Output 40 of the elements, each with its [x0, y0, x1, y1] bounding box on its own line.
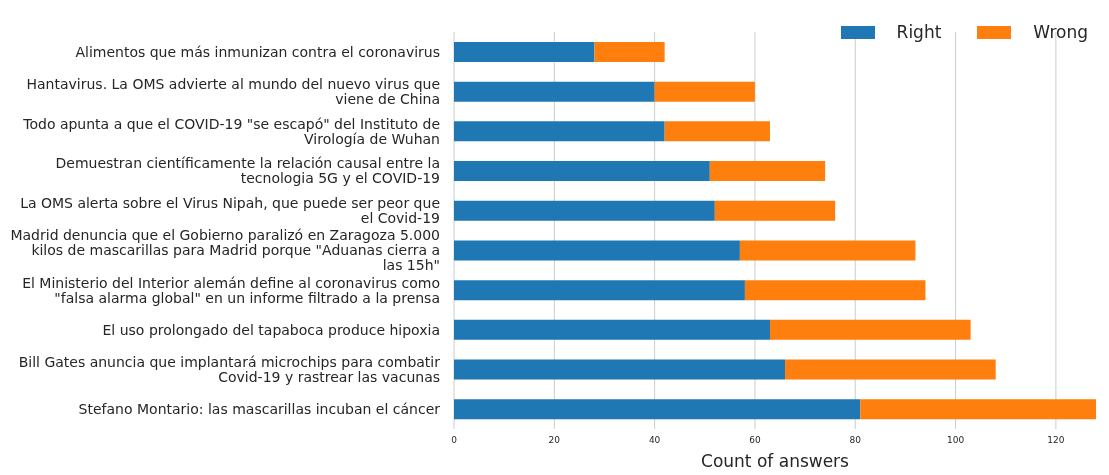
x-axis-title: Count of answers	[701, 451, 850, 471]
x-tick-label: 100	[946, 435, 965, 446]
y-tick-label: Stefano Montario: las mascarillas incuban el cáncer	[78, 401, 441, 418]
y-tick-label: El Ministerio del Interior alemán define al coronavirus como "falsa alarma global" en un informe filtrado a la prensa	[22, 274, 440, 306]
bar	[709, 161, 826, 182]
bar	[454, 359, 786, 380]
bar	[454, 161, 710, 182]
x-tick-label: 20	[548, 435, 561, 446]
bar	[739, 240, 916, 261]
x-tick-label: 40	[648, 435, 661, 446]
y-tick-label: Alimentos que más inmunizan contra el coronavirus	[75, 43, 440, 60]
bar	[454, 81, 655, 102]
bar	[594, 41, 665, 62]
bar	[769, 319, 971, 340]
bar	[785, 359, 996, 380]
bar	[744, 280, 926, 301]
bar	[454, 200, 715, 221]
y-tick-label: Todo apunta a que el COVID-19 "se escapó" del Instituto de Virología de Wuhan	[22, 115, 440, 147]
x-tick-label: 80	[849, 435, 862, 446]
y-tick-label: Demuestran científicamente la relación causal entre la tecnologia 5G y el COVID-19	[55, 155, 440, 187]
y-tick-label: Bill Gates anuncia que implantará microchips para combatir Covid-19 y rastrear las vacunas	[18, 353, 441, 385]
legend-label: Wrong	[1033, 22, 1088, 42]
y-tick-label: El uso prolongado del tapaboca produce hipoxia	[102, 321, 440, 338]
bar	[664, 121, 770, 142]
bar	[860, 399, 1096, 420]
y-tick-label: La OMS alerta sobre el Virus Nipah, que puede ser peor que el Covid-19	[20, 195, 440, 227]
bar	[454, 319, 770, 340]
x-tick-label: 0	[451, 435, 458, 446]
x-tick-label: 120	[1047, 435, 1065, 446]
legend-label: Right	[896, 22, 942, 42]
bar	[454, 399, 861, 420]
bar	[454, 240, 740, 261]
y-tick-label: Madrid denuncia que el Gobierno paralizó en Zaragoza 5.000 kilos de mascarillas para Madrid porque "Aduanas cierra a las 15h"	[10, 227, 440, 274]
bar	[454, 41, 595, 62]
bar	[454, 121, 665, 142]
y-tick-label: Hantavirus. La OMS advierte al mundo del nuevo virus que viene de China	[26, 76, 440, 108]
bar	[714, 200, 836, 221]
bar	[654, 81, 755, 102]
bar	[454, 280, 745, 301]
x-tick-label: 60	[749, 435, 761, 446]
